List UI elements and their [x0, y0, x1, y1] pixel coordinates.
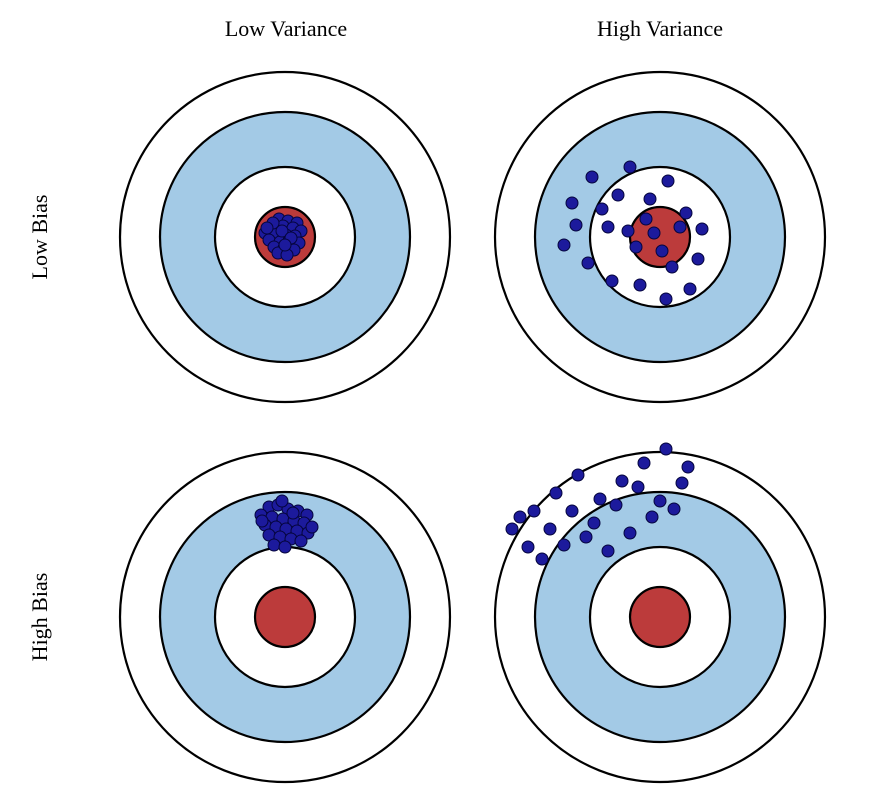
- data-point: [648, 227, 660, 239]
- data-point: [676, 477, 688, 489]
- data-point: [514, 511, 526, 523]
- column-header-low-variance: Low Variance: [225, 16, 347, 42]
- data-point: [268, 539, 280, 551]
- data-point: [594, 493, 606, 505]
- data-point: [596, 203, 608, 215]
- data-point: [558, 239, 570, 251]
- data-point: [640, 213, 652, 225]
- row-header-high-bias: High Bias: [27, 573, 53, 662]
- data-point: [660, 443, 672, 455]
- data-point: [580, 531, 592, 543]
- data-point: [662, 175, 674, 187]
- column-header-high-variance: High Variance: [597, 16, 723, 42]
- data-point: [616, 475, 628, 487]
- data-point: [624, 527, 636, 539]
- data-point: [668, 503, 680, 515]
- data-point: [550, 487, 562, 499]
- data-point: [638, 457, 650, 469]
- data-point: [666, 261, 678, 273]
- data-point: [612, 189, 624, 201]
- data-point: [674, 221, 686, 233]
- data-point: [566, 505, 578, 517]
- target-ring: [255, 587, 315, 647]
- data-point: [528, 505, 540, 517]
- data-point: [630, 241, 642, 253]
- data-point: [602, 221, 614, 233]
- data-point: [276, 495, 288, 507]
- data-point: [506, 523, 518, 535]
- data-point: [646, 511, 658, 523]
- data-point: [696, 223, 708, 235]
- data-point: [287, 507, 299, 519]
- data-point: [582, 257, 594, 269]
- target-ring: [630, 587, 690, 647]
- data-point: [522, 541, 534, 553]
- data-point: [544, 523, 556, 535]
- data-point: [654, 495, 666, 507]
- data-point: [680, 207, 692, 219]
- data-point: [632, 481, 644, 493]
- panel-high-bias-low-variance: [115, 447, 455, 787]
- panel-low-bias-low-variance: [115, 67, 455, 407]
- data-point: [610, 499, 622, 511]
- data-point: [295, 535, 307, 547]
- data-point: [261, 222, 273, 234]
- data-point: [692, 253, 704, 265]
- data-point: [586, 171, 598, 183]
- data-point: [660, 293, 672, 305]
- data-point: [566, 197, 578, 209]
- row-header-low-bias: Low Bias: [27, 195, 53, 280]
- data-point: [682, 461, 694, 473]
- data-point: [622, 225, 634, 237]
- data-point: [572, 469, 584, 481]
- data-point: [570, 219, 582, 231]
- data-point: [588, 517, 600, 529]
- data-point: [256, 515, 268, 527]
- data-point: [606, 275, 618, 287]
- data-point: [624, 161, 636, 173]
- data-point: [558, 539, 570, 551]
- bias-variance-figure: Low Variance High Variance Low Bias High…: [0, 0, 890, 799]
- data-point: [279, 239, 291, 251]
- data-point: [536, 553, 548, 565]
- data-point: [684, 283, 696, 295]
- panel-low-bias-high-variance: [490, 67, 830, 407]
- data-point: [656, 245, 668, 257]
- data-point: [602, 545, 614, 557]
- data-point: [306, 521, 318, 533]
- data-point: [644, 193, 656, 205]
- data-point: [634, 279, 646, 291]
- data-point: [279, 541, 291, 553]
- panel-high-bias-high-variance: [490, 447, 830, 787]
